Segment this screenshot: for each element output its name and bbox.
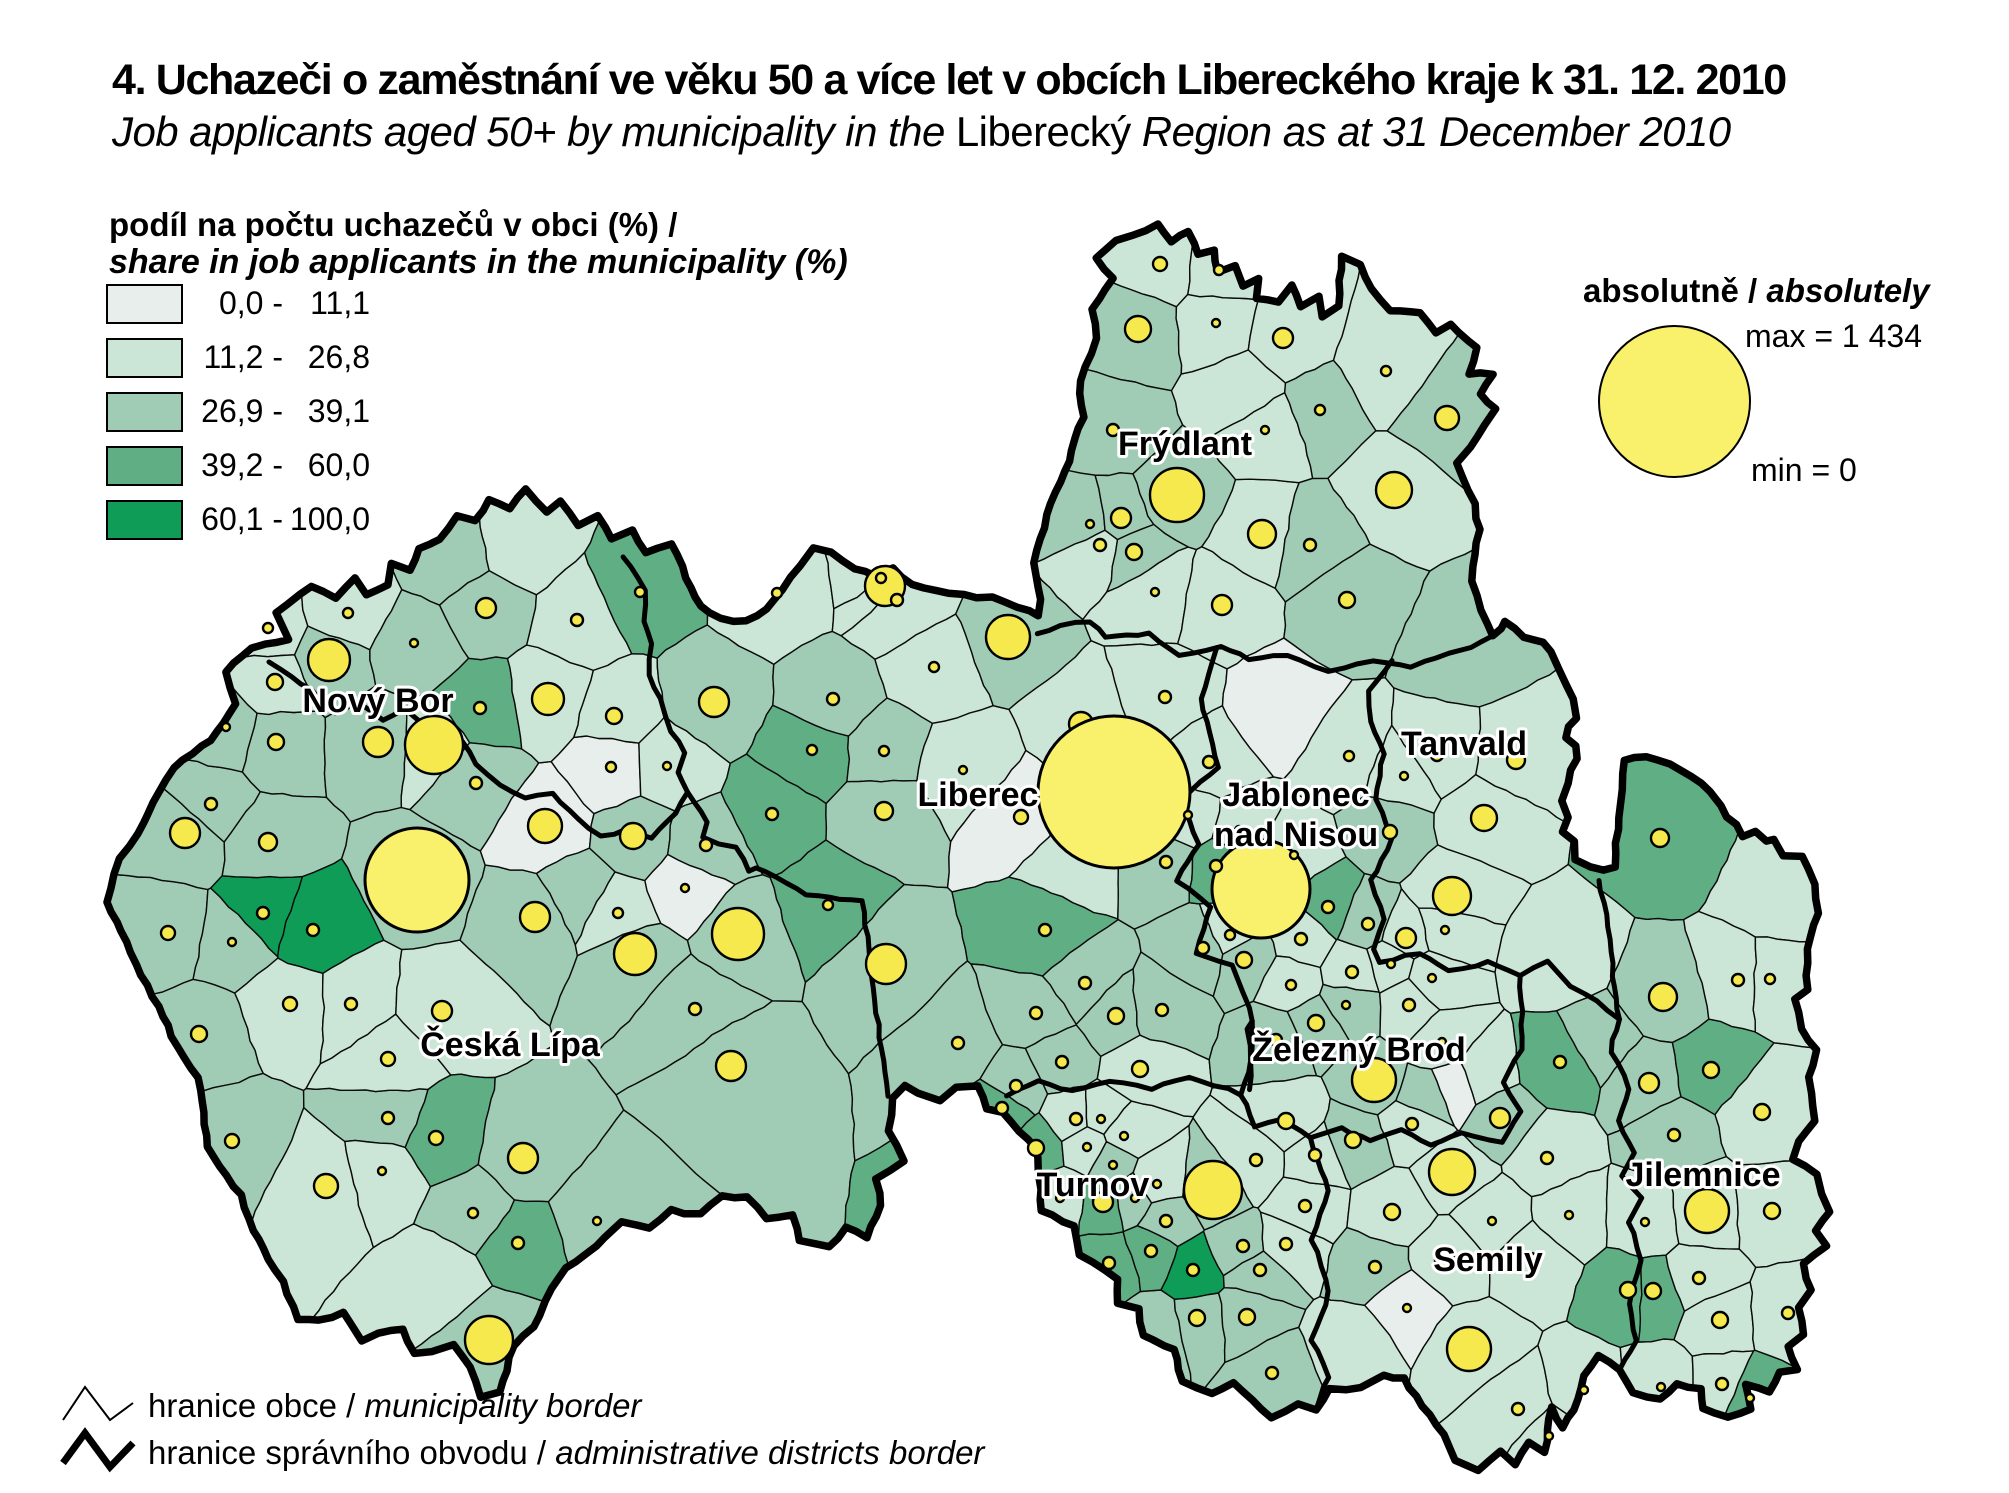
svg-text:Frýdlant: Frýdlant <box>1118 425 1252 463</box>
svg-text:nad Nisou: nad Nisou <box>1214 816 1378 854</box>
svg-text:Tanvald: Tanvald <box>1401 725 1527 763</box>
svg-text:Železný Brod: Železný Brod <box>1252 1030 1465 1069</box>
svg-text:Turnov: Turnov <box>1037 1166 1150 1204</box>
svg-text:Česká Lípa: Česká Lípa <box>420 1025 601 1064</box>
svg-text:Jablonec: Jablonec <box>1222 776 1369 814</box>
svg-text:Nový Bor: Nový Bor <box>302 682 453 720</box>
svg-text:Jilemnice: Jilemnice <box>1626 1156 1781 1194</box>
svg-text:Semily: Semily <box>1433 1241 1543 1279</box>
svg-text:Liberec: Liberec <box>918 776 1039 814</box>
